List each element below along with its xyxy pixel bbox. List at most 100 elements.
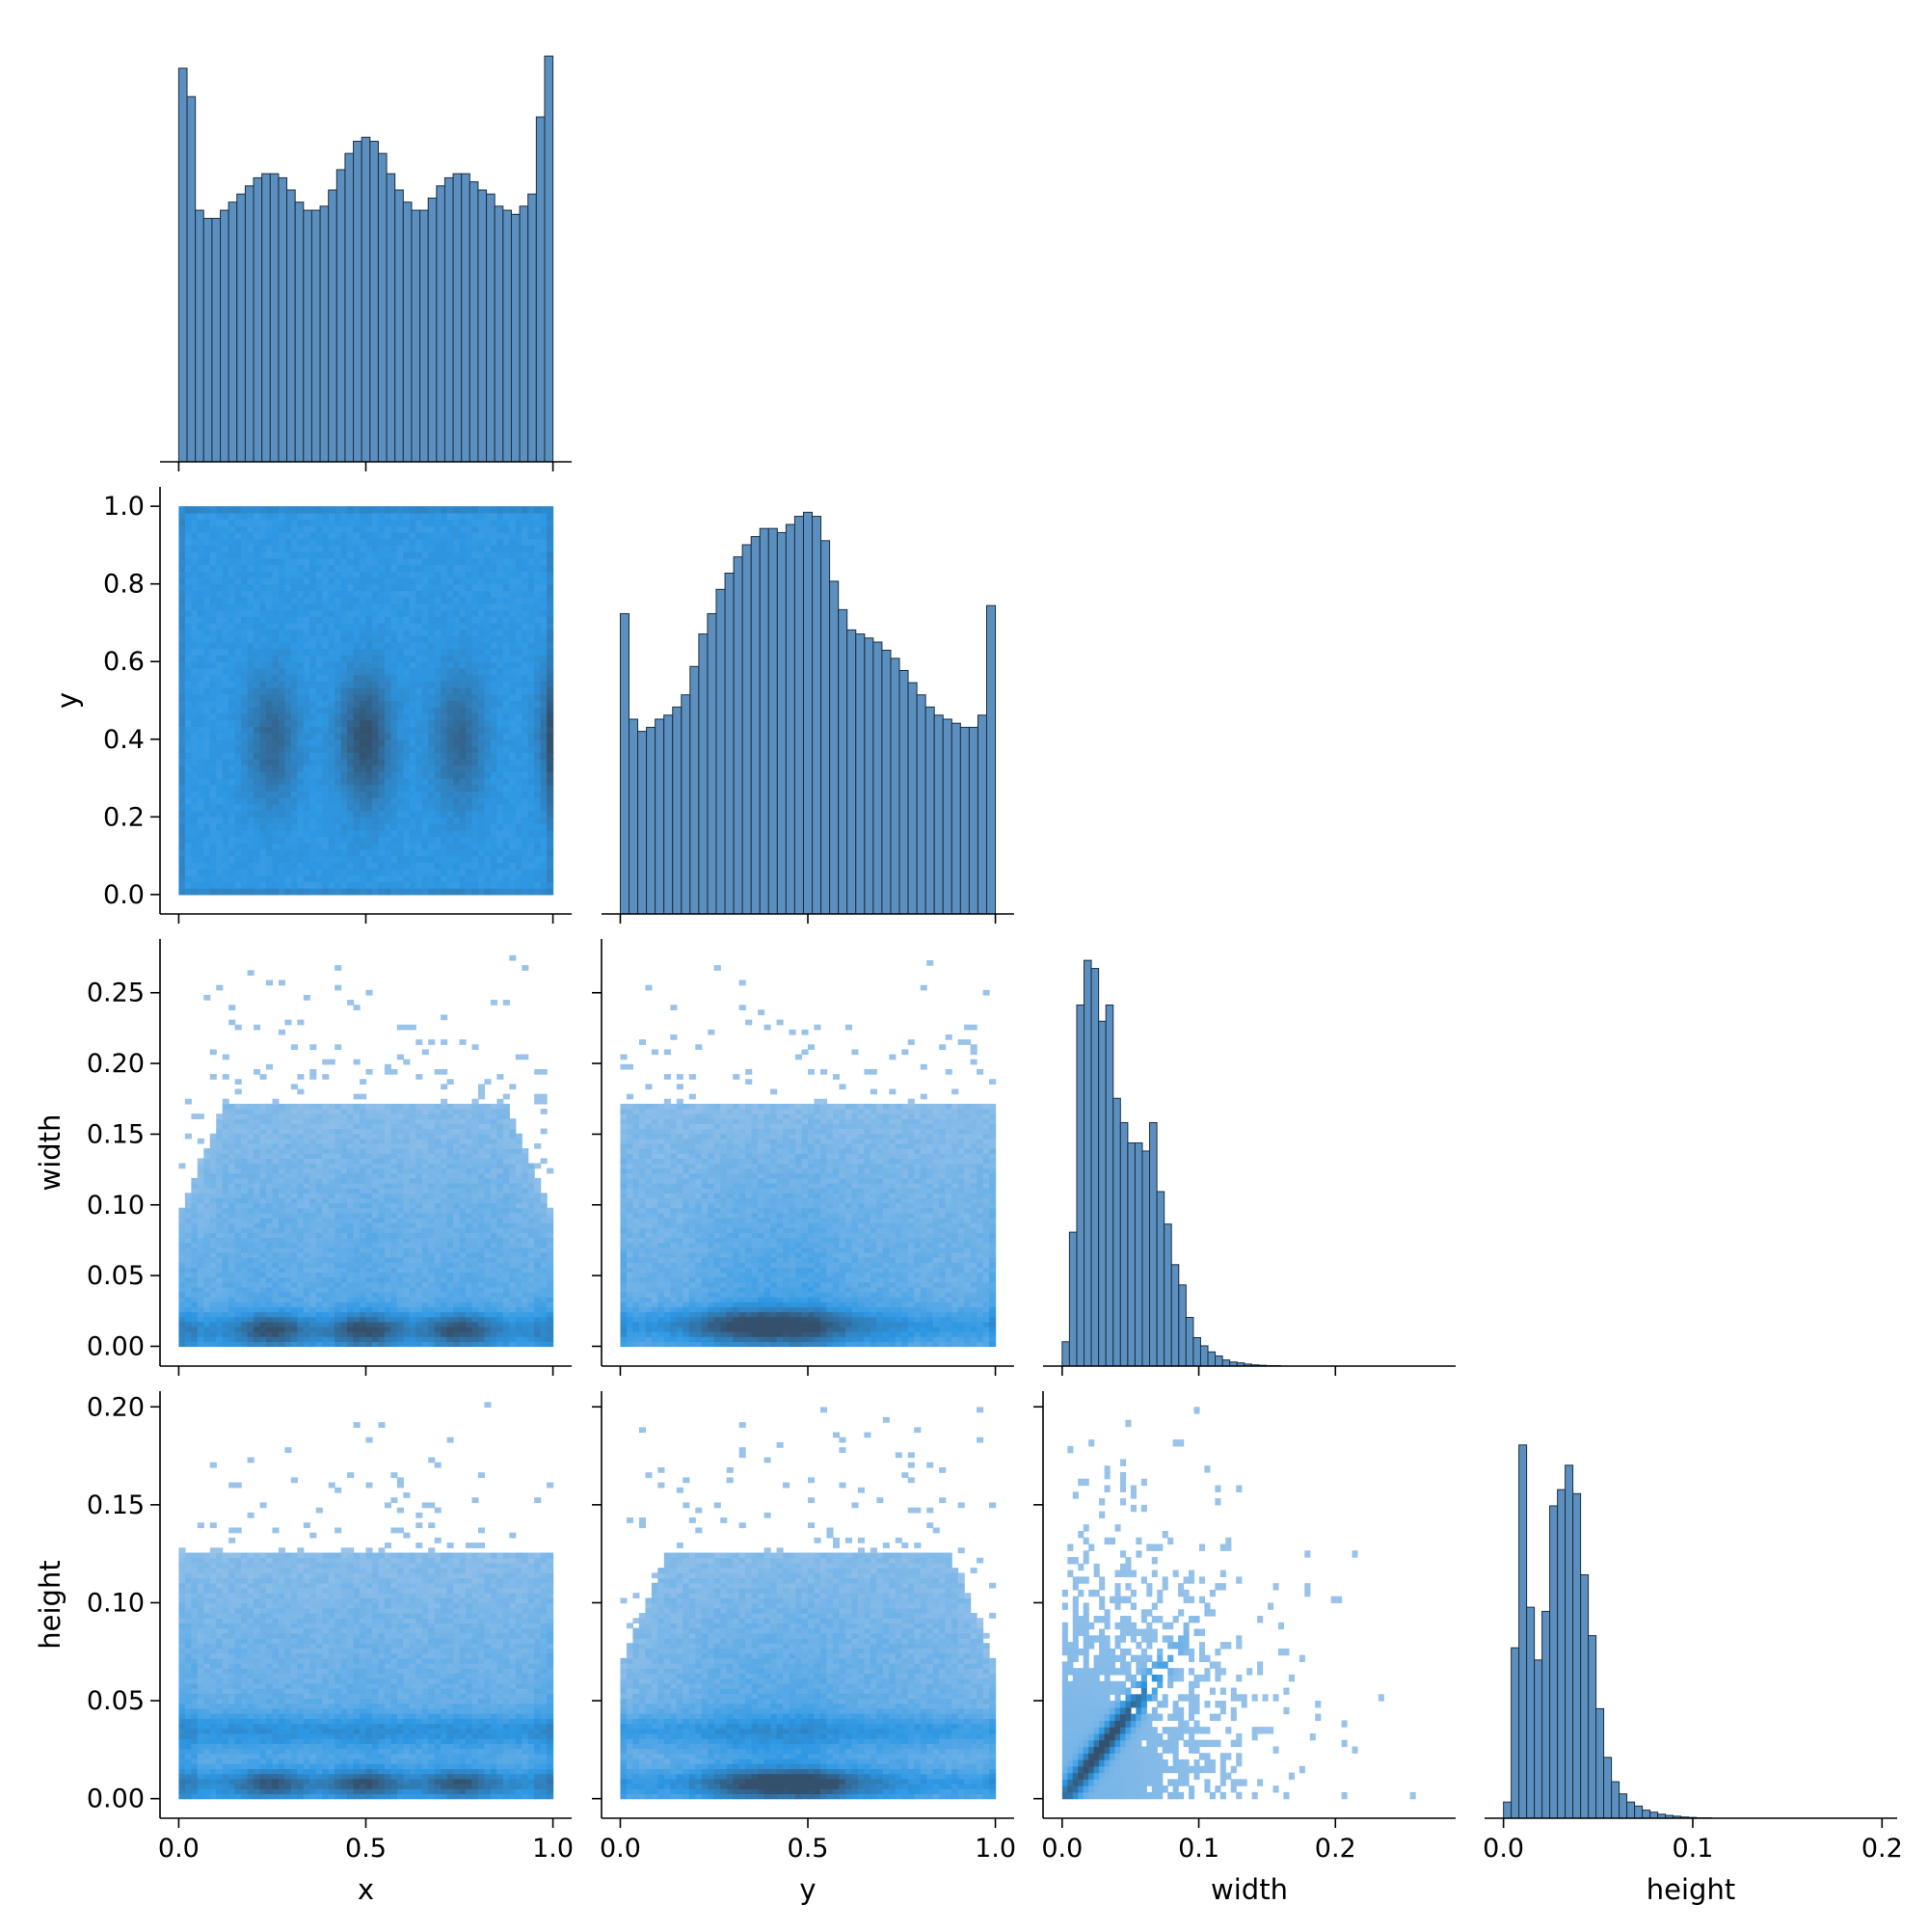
density-cell [228, 1341, 235, 1347]
density-cell [516, 565, 522, 572]
density-cell [385, 726, 391, 733]
density-cell [541, 661, 548, 668]
density-cell [460, 811, 467, 818]
density-cell [228, 875, 235, 882]
density-cell [297, 713, 304, 720]
density-cell [354, 558, 361, 565]
density-cell [385, 701, 391, 708]
density-cell [447, 701, 454, 708]
density-cell [547, 532, 553, 539]
density-cell [322, 1327, 329, 1332]
density-cell [503, 571, 510, 577]
density-cell [478, 765, 485, 772]
density-cell [254, 1123, 260, 1129]
density-cell [203, 830, 210, 837]
density-cell [203, 520, 210, 526]
density-cell [216, 539, 223, 546]
density-cell [228, 520, 235, 526]
density-cell [178, 513, 185, 520]
density-cell [254, 778, 260, 785]
density-cell [260, 610, 267, 617]
density-cell [309, 771, 316, 778]
density-cell [203, 558, 210, 565]
density-cell [248, 726, 254, 733]
density-cell [441, 520, 447, 526]
density-cell [272, 635, 279, 642]
density-cell [428, 520, 435, 526]
density-cell [372, 565, 379, 572]
density-cell [260, 513, 267, 520]
density-cell [522, 597, 528, 604]
density-cell [422, 525, 429, 532]
density-cell [496, 668, 503, 675]
density-cell [284, 720, 291, 727]
density-cell [223, 856, 229, 863]
density-cell [235, 1341, 242, 1347]
density-cell [496, 675, 503, 682]
density-cell [390, 577, 397, 584]
density-cell [223, 1148, 229, 1154]
density-cell [478, 630, 485, 636]
density-cell [335, 1341, 341, 1347]
density-cell [272, 1327, 279, 1332]
density-cell [241, 532, 248, 539]
density-cell [378, 635, 385, 642]
density-cell [541, 778, 548, 785]
density-cell [272, 506, 279, 513]
density-cell [390, 661, 397, 668]
density-cell [316, 836, 323, 843]
density-cell [304, 675, 310, 682]
density-cell [203, 1252, 210, 1258]
density-cell [216, 875, 223, 882]
density-cell [216, 1327, 223, 1332]
density-cell [191, 1287, 198, 1293]
density-cell [216, 506, 223, 513]
density-cell [378, 506, 385, 513]
density-cell [210, 745, 217, 752]
density-cell [198, 1238, 204, 1244]
density-cell [329, 1257, 335, 1263]
density-cell [471, 707, 478, 713]
density-cell [304, 1267, 310, 1273]
density-cell [266, 681, 273, 687]
density-cell [341, 869, 348, 875]
density-cell [410, 668, 416, 675]
density-cell [516, 630, 522, 636]
density-cell [435, 558, 442, 565]
density-cell [322, 577, 329, 584]
density-cell [228, 745, 235, 752]
density-cell [522, 635, 528, 642]
density-cell [254, 823, 260, 830]
density-cell [491, 545, 497, 551]
density-cell [216, 1213, 223, 1219]
density-cell [260, 797, 267, 804]
density-cell [223, 739, 229, 746]
density-cell [279, 604, 285, 610]
density-cell [178, 565, 185, 572]
density-cell [178, 1213, 185, 1219]
density-cell [347, 656, 354, 662]
density-cell [460, 649, 467, 656]
density-cell [272, 539, 279, 546]
density-cell [260, 623, 267, 630]
density-cell [534, 565, 541, 572]
density-cell [453, 823, 460, 830]
density-cell [316, 862, 323, 869]
density-cell [235, 1287, 242, 1293]
density-cell [241, 1148, 248, 1154]
density-cell [441, 823, 447, 830]
density-cell [460, 881, 467, 888]
density-cell [403, 565, 410, 572]
density-cell [534, 726, 541, 733]
density-cell [516, 597, 522, 604]
density-cell [216, 1341, 223, 1347]
density-cell [460, 771, 467, 778]
density-cell [484, 726, 491, 733]
density-cell [390, 817, 397, 823]
density-cell [403, 630, 410, 636]
density-cell [522, 642, 528, 649]
hist-bar [629, 719, 638, 914]
density-cell [322, 875, 329, 882]
density-cell [341, 888, 348, 895]
density-cell [341, 797, 348, 804]
